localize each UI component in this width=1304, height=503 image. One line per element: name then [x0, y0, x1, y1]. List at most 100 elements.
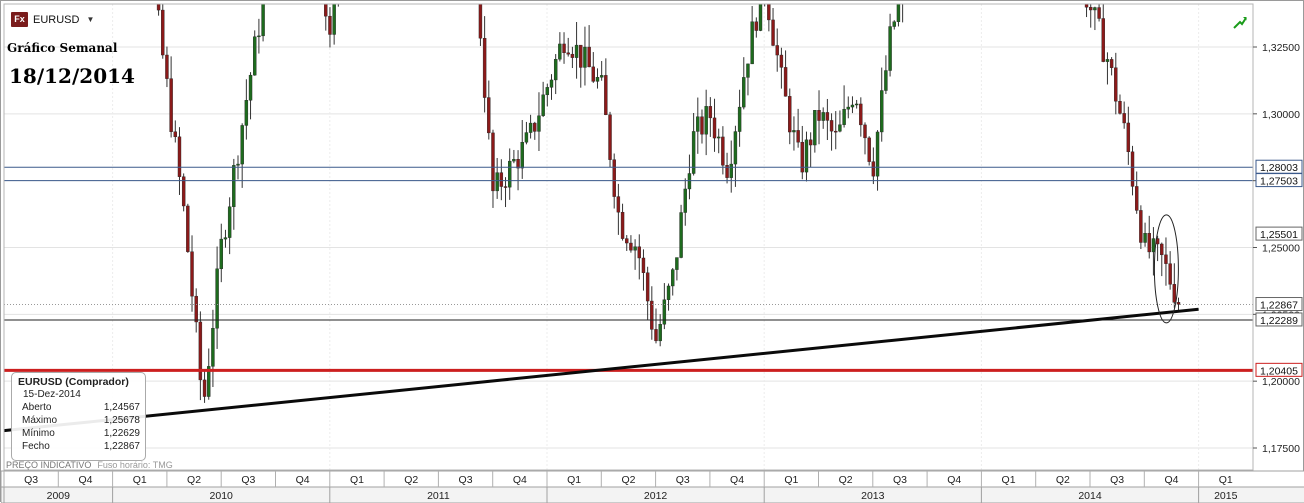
candle-body	[1101, 18, 1105, 62]
quarter-label: Q4	[730, 474, 744, 486]
info-value: 1,25678	[103, 415, 140, 426]
candle-body	[1164, 254, 1168, 264]
candle-body	[1109, 59, 1114, 68]
candle-body	[825, 112, 830, 121]
candle-body	[708, 106, 713, 119]
quarter-label: Q1	[784, 474, 798, 486]
candle-body	[829, 120, 834, 132]
ohlc-info-box: EURUSD (Comprador) 15-Dez-2014 Aberto 1,2…	[11, 372, 146, 461]
candle-body	[645, 272, 650, 302]
quarter-label: Q2	[839, 474, 853, 486]
chevron-down-icon[interactable]: ▼	[86, 15, 95, 24]
candle-body	[750, 21, 754, 65]
candle-body	[637, 246, 641, 259]
price-label-box	[1255, 297, 1303, 312]
candle-body	[177, 136, 182, 177]
year-label: 2012	[644, 490, 668, 502]
price-label-box	[1255, 226, 1303, 241]
quarter-label: Q1	[567, 474, 581, 486]
candle-body	[324, 3, 328, 17]
candle-body	[533, 122, 537, 132]
candle-body	[553, 59, 558, 81]
candle-body	[875, 131, 880, 177]
candle-body	[562, 43, 566, 54]
candle-body	[696, 116, 700, 132]
price-label-box	[1255, 173, 1303, 188]
candle-body	[742, 77, 746, 108]
candle-body	[599, 75, 604, 78]
candles	[156, 3, 1181, 403]
year-label: 2011	[427, 490, 450, 502]
candle-body	[662, 299, 667, 325]
quarter-label: Q2	[404, 474, 418, 486]
candle-body	[712, 117, 717, 139]
candle-body	[817, 110, 821, 121]
candle-body	[783, 67, 788, 97]
quarter-label: Q2	[621, 474, 635, 486]
candle-body	[587, 46, 591, 68]
candle-body	[198, 321, 203, 381]
candle-body	[675, 257, 679, 270]
candle-body	[591, 66, 595, 82]
candle-body	[516, 159, 520, 169]
candle-body	[169, 78, 173, 132]
candle-body	[558, 43, 562, 60]
candle-body	[767, 3, 771, 21]
candle-body	[257, 35, 261, 38]
candle-body	[850, 104, 855, 108]
candle-body	[202, 379, 207, 397]
candle-body	[863, 124, 867, 139]
candle-body	[758, 3, 763, 31]
candle-body	[194, 295, 198, 323]
info-row-close: Fecho 1,22867	[22, 441, 140, 452]
info-label: Fecho	[22, 441, 50, 452]
candle-body	[227, 206, 232, 238]
candle-body	[1139, 210, 1143, 243]
candle-body	[854, 103, 859, 106]
candle-body	[1097, 7, 1101, 19]
candle-body	[800, 141, 804, 173]
candle-body	[1151, 238, 1156, 253]
year-label: 2014	[1078, 490, 1102, 502]
candle-body	[880, 90, 884, 133]
support-trendline	[3, 307, 1199, 433]
candle-body	[884, 70, 888, 91]
candle-body	[499, 172, 504, 187]
candle-body	[1114, 67, 1118, 102]
info-row-low: Mínimo 1,22629	[22, 428, 140, 439]
candle-body	[1160, 243, 1164, 256]
candle-body	[1168, 263, 1172, 285]
candle-body	[574, 44, 579, 58]
candle-body	[804, 139, 809, 173]
candle-body	[583, 46, 587, 68]
drawing-tool-icon[interactable]	[1233, 15, 1247, 29]
quarter-label: Q3	[676, 474, 690, 486]
candle-body	[487, 97, 491, 134]
candle-body	[503, 186, 508, 188]
candle-body	[683, 188, 687, 213]
candle-body	[612, 159, 616, 197]
candle-body	[215, 268, 219, 329]
candle-body	[161, 9, 165, 56]
candle-body	[541, 94, 545, 116]
candle-body	[737, 106, 742, 132]
candle-body	[549, 79, 554, 88]
candle-body	[775, 45, 779, 56]
info-label: Máximo	[22, 415, 58, 426]
candle-body	[700, 116, 704, 135]
candle-body	[207, 366, 211, 397]
quarter-label: Q3	[893, 474, 907, 486]
candle-body	[537, 115, 541, 132]
quarter-label: Q1	[1219, 474, 1233, 486]
year-label: 2015	[1214, 490, 1238, 502]
candle-body	[332, 3, 336, 35]
footer-note: PREÇO INDICATIVO Fuso horário: TMG	[6, 460, 173, 470]
candle-body	[1118, 101, 1122, 114]
candle-body	[495, 172, 499, 192]
candle-body	[671, 269, 675, 287]
symbol-selector[interactable]: Fx EURUSD ▼	[11, 12, 94, 27]
year-label: 2009	[47, 490, 71, 502]
candle-body	[654, 329, 658, 342]
candle-body	[595, 77, 600, 82]
